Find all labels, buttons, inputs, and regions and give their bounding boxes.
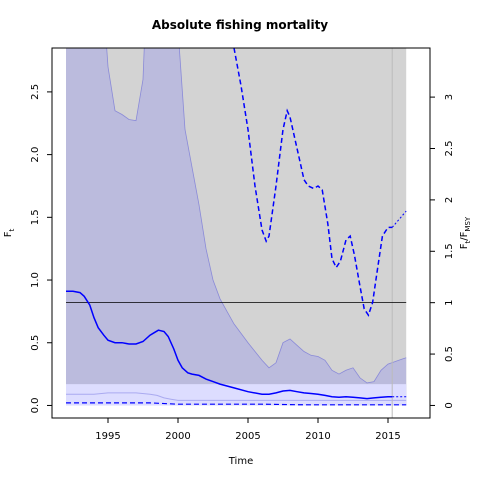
y-left-tick-label: 0.0	[30, 398, 41, 414]
ci-upper-edge	[106, 48, 407, 384]
y-axis-right-title: Ft/FMSY	[459, 216, 472, 249]
x-tick-label: 1995	[95, 431, 120, 442]
y-left-tick-label: 1.0	[30, 272, 41, 288]
plot-area	[66, 48, 407, 418]
y-right-tick-label: 2.5	[444, 141, 455, 157]
y-axis-left-title: Ft	[3, 228, 16, 237]
x-axis: 1995 2000 2005 2010 2015	[95, 418, 401, 442]
y-right-title-sub2: MSY	[464, 216, 472, 231]
x-tick-label: 2000	[165, 431, 190, 442]
y-axis-left: 0.0 0.5 1.0 1.5 2.0 2.5	[30, 84, 52, 413]
x-tick-label: 2010	[305, 431, 330, 442]
x-tick-label: 2005	[235, 431, 260, 442]
svg-text:Ft/FMSY: Ft/FMSY	[459, 216, 472, 249]
y-left-tick-label: 2.0	[30, 147, 41, 163]
y-left-tick-label: 0.5	[30, 335, 41, 351]
x-axis-title: Time	[228, 456, 253, 467]
svg-text:Ft: Ft	[3, 228, 16, 237]
ratio-upper-ci-line	[233, 48, 393, 317]
y-left-tick-label: 1.5	[30, 209, 41, 225]
chart-title: Absolute fishing mortality	[152, 18, 328, 32]
ci-lower-edge	[66, 392, 407, 401]
y-left-tick-label: 2.5	[30, 84, 41, 100]
y-left-title-main: F	[3, 231, 14, 237]
ci-band-upper	[66, 48, 407, 406]
y-right-tick-label: 1	[444, 299, 455, 305]
ci-band-lower	[66, 384, 407, 406]
y-right-tick-label: 0	[444, 402, 455, 408]
y-axis-right: 0 0.5 1 1.5 2 2.5 3	[430, 94, 455, 409]
y-right-tick-label: 0.5	[444, 346, 455, 362]
y-right-tick-label: 2	[444, 197, 455, 203]
plot-frame	[51, 47, 431, 419]
y-right-title-sub1: t	[464, 240, 472, 243]
y-right-tick-label: 3	[444, 94, 455, 100]
y-right-tick-label: 1.5	[444, 243, 455, 259]
x-tick-label: 2015	[375, 431, 400, 442]
f-estimate-line	[66, 290, 393, 400]
y-right-title-mid: /F	[459, 231, 470, 240]
y-right-title-main: F	[459, 243, 470, 249]
ratio-upper-ci-prediction	[391, 210, 407, 228]
y-left-title-sub: t	[8, 228, 16, 231]
